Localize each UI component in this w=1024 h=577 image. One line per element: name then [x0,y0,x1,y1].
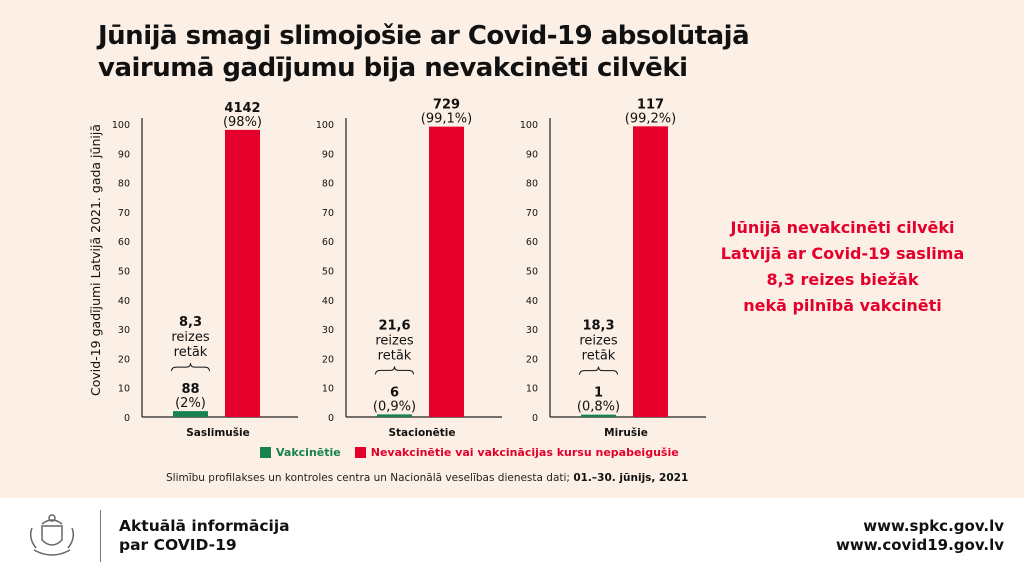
y-tick-label: 10 [118,384,130,395]
y-tick-label: 30 [322,325,334,336]
y-tick-label: 0 [328,413,334,424]
ratio-factor: 18,3 [582,319,614,334]
y-tick-label: 0 [124,413,130,424]
y-tick-label: 30 [118,325,130,336]
y-tick-label: 50 [526,267,538,278]
y-tick-label: 90 [118,149,130,160]
link-spkc[interactable]: www.spkc.gov.lv [863,517,1004,535]
legend-label: Vakcinētie [276,446,341,459]
bar-percent-label: (0,8%) [577,400,620,415]
ratio-factor: 21,6 [378,318,410,333]
legend-swatch [354,447,366,458]
ratio-factor: 8,3 [179,315,202,330]
footer-info-line: par COVID-19 [119,536,237,554]
ratio-text: reizes [375,333,413,348]
y-tick-label: 60 [118,237,130,248]
brace-icon [171,363,210,372]
side-text-line: 8,3 reizes biežāk [766,270,919,289]
bar-percent-label: (2%) [175,396,206,411]
bar-unvaccinated [225,129,260,418]
brace-icon [375,366,414,375]
side-text-line: Latvijā ar Covid-19 saslima [720,244,965,263]
y-tick-label: 60 [322,237,334,248]
footer-divider [100,510,101,562]
link-covid19[interactable]: www.covid19.gov.lv [836,536,1004,554]
bar-count-label: 4142 [224,101,260,116]
y-tick-label: 40 [526,296,538,307]
brace-icon [579,366,618,375]
y-tick-label: 70 [322,208,334,219]
footer-info: Aktuālā informācija par COVID-19 [119,517,290,555]
bar-vaccinated [173,411,208,417]
infographic-panel [0,0,1024,498]
legend-swatch [260,447,271,458]
source-note: Slimību profilakses un kontroles centra … [166,472,688,484]
ratio-text: reizes [171,330,209,345]
y-tick-label: 100 [112,120,130,131]
bar-count-label: 88 [181,382,199,397]
y-tick-label: 20 [322,354,334,365]
side-text-line: Jūnijā nevakcinēti cilvēki [730,218,955,237]
bar-chart: 0102030405060708090100Saslimušie88(2%)41… [112,97,706,439]
y-tick-label: 10 [322,384,334,395]
legend-item-vaccinated: Vakcinētie [260,446,341,459]
y-tick-label: 80 [322,179,334,190]
legend: Vakcinētie Nevakcinētie vai vakcinācijas… [260,446,679,459]
x-category-label: Stacionētie [388,427,455,439]
source-date: 01.–30. jūnijs, 2021 [573,472,689,484]
bar-count-label: 6 [390,385,399,400]
y-tick-label: 80 [526,179,538,190]
footer-urls: www.spkc.gov.lv www.covid19.gov.lv [836,517,1004,555]
x-category-label: Saslimušie [186,427,249,439]
side-callout: Jūnijā nevakcinēti cilvēki Latvijā ar Co… [700,215,985,319]
bar-vaccinated [581,414,616,417]
bar-percent-label: (99,1%) [421,112,472,127]
y-tick-label: 90 [526,149,538,160]
legend-label: Nevakcinētie vai vakcinācijas kursu nepa… [370,446,679,459]
ratio-text: retāk [582,349,616,364]
y-tick-label: 50 [118,267,130,278]
x-category-label: Mirušie [604,427,648,439]
bar-vaccinated [377,414,412,417]
y-tick-label: 20 [118,354,130,365]
bar-count-label: 117 [637,97,664,112]
y-tick-label: 100 [316,120,334,131]
y-tick-label: 60 [526,237,538,248]
bar-count-label: 729 [433,98,460,113]
y-tick-label: 70 [526,208,538,219]
footer-info-line: Aktuālā informācija [119,517,290,535]
ratio-text: retāk [378,348,412,363]
y-tick-label: 50 [322,267,334,278]
y-tick-label: 10 [526,384,538,395]
bar-unvaccinated [429,126,464,418]
y-tick-label: 30 [526,325,538,336]
ratio-text: retāk [174,345,208,360]
bar-percent-label: (98%) [223,115,262,130]
title-line-1: Jūnijā smagi slimojošie ar Covid-19 abso… [98,21,750,51]
bar-count-label: 1 [594,386,603,401]
y-tick-label: 20 [526,354,538,365]
y-tick-label: 40 [322,296,334,307]
y-tick-label: 40 [118,296,130,307]
title-line-2: vairumā gadījumu bija nevakcinēti cilvēk… [98,53,688,83]
y-tick-label: 100 [520,120,538,131]
bar-percent-label: (99,2%) [625,111,676,126]
y-tick-label: 80 [118,179,130,190]
coat-of-arms-icon [29,514,75,556]
source-text: Slimību profilakses un kontroles centra … [166,472,570,484]
bar-percent-label: (0,9%) [373,399,416,414]
ratio-text: reizes [579,334,617,349]
legend-item-unvaccinated: Nevakcinētie vai vakcinācijas kursu nepa… [354,446,679,459]
y-tick-label: 90 [322,149,334,160]
y-tick-label: 0 [532,413,538,424]
bar-unvaccinated [633,126,668,418]
page-title: Jūnijā smagi slimojošie ar Covid-19 abso… [98,20,750,84]
y-tick-label: 70 [118,208,130,219]
side-text-line: nekā pilnībā vakcinēti [743,296,942,315]
